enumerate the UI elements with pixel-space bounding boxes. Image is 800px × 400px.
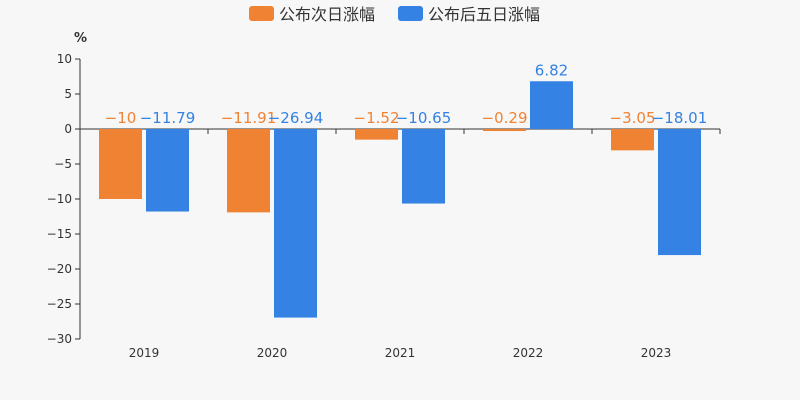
data-label: −11.91 [221, 109, 277, 127]
x-tick-label: 2020 [257, 346, 288, 360]
data-label: −26.94 [268, 109, 324, 127]
y-tick-label: 10 [57, 52, 72, 66]
data-label: −0.29 [482, 109, 528, 127]
bar-five-day [530, 81, 573, 129]
y-tick-label: −20 [47, 262, 72, 276]
y-axis-unit: % [74, 31, 87, 46]
bar-five-day [658, 129, 701, 256]
bars [99, 81, 701, 318]
y-tick-label: −30 [47, 332, 72, 346]
bar-five-day [146, 129, 189, 212]
bar-next-day [227, 129, 270, 213]
bar-next-day [99, 129, 142, 199]
legend-label: 公布后五日涨幅 [428, 5, 540, 24]
data-label: −3.05 [610, 109, 656, 127]
data-label: −1.52 [354, 109, 400, 127]
x-tick-label: 2021 [385, 346, 416, 360]
data-label: 6.82 [535, 61, 568, 79]
data-labels: −10 −11.91 −1.52 −0.29 −3.05 −11.79 −26.94 −10.… [105, 61, 708, 127]
data-label: −18.01 [652, 109, 708, 127]
legend-swatch [398, 6, 423, 21]
data-label: −10.65 [396, 109, 452, 127]
y-tick-label: −25 [47, 297, 72, 311]
y-axis: 10 5 0 −5 −10 −15 −20 −25 −30 [47, 52, 81, 346]
x-tick-label: 2023 [641, 346, 672, 360]
y-tick-label: −5 [54, 157, 72, 171]
legend: 公布次日涨幅 公布后五日涨幅 [249, 5, 540, 24]
bar-next-day [483, 129, 526, 132]
y-tick-label: 0 [64, 122, 72, 136]
x-tick-label: 2022 [513, 346, 544, 360]
bar-five-day [274, 129, 317, 318]
legend-label: 公布次日涨幅 [279, 5, 375, 24]
bar-next-day [355, 129, 398, 140]
y-tick-label: 5 [64, 87, 72, 101]
y-tick-label: −15 [47, 227, 72, 241]
x-tick-label: 2019 [129, 346, 160, 360]
bar-next-day [611, 129, 654, 151]
y-tick-label: −10 [47, 192, 72, 206]
data-label: −11.79 [140, 109, 196, 127]
bar-five-day [402, 129, 445, 204]
data-label: −10 [105, 109, 137, 127]
legend-swatch [249, 6, 274, 21]
